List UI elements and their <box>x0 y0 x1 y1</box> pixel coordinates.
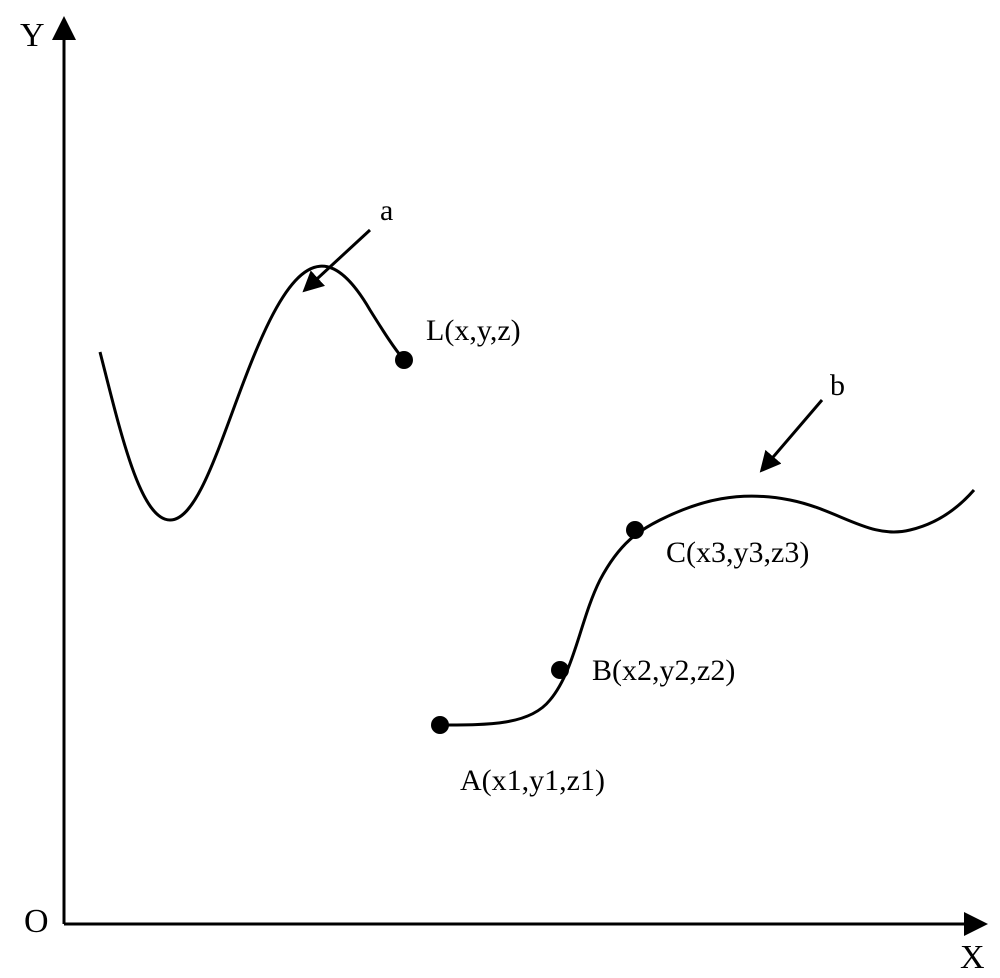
curve-b <box>440 490 974 725</box>
point-A <box>431 716 449 734</box>
point-C <box>626 521 644 539</box>
axis-label-x: X <box>960 939 985 976</box>
point-A-label: A(x1,y1,z1) <box>460 764 605 797</box>
axis-label-y: Y <box>20 17 45 54</box>
point-C-label: C(x3,y3,z3) <box>666 536 809 569</box>
origin-label: O <box>24 903 49 940</box>
point-B <box>551 661 569 679</box>
point-L-label: L(x,y,z) <box>426 314 521 347</box>
point-L <box>395 351 413 369</box>
curve-a-label: a <box>380 194 393 227</box>
curve-a-arrow <box>305 230 370 290</box>
curve-b-arrow <box>762 400 822 470</box>
point-B-label: B(x2,y2,z2) <box>592 654 735 687</box>
curve-b-label: b <box>830 369 845 402</box>
curve-a <box>100 266 404 520</box>
